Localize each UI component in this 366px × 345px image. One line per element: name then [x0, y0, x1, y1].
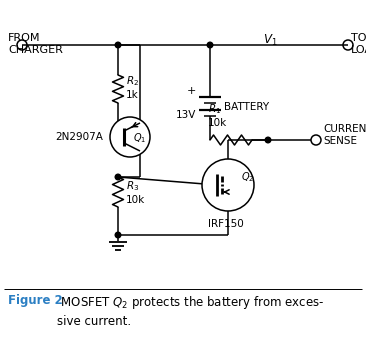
Text: FROM
CHARGER: FROM CHARGER [8, 33, 63, 56]
Text: 2N2907A: 2N2907A [55, 132, 103, 142]
Text: BATTERY: BATTERY [224, 101, 269, 111]
Text: 13V: 13V [176, 110, 196, 120]
Circle shape [110, 117, 150, 157]
Text: MOSFET $Q_2$ protects the battery from exces-
sive current.: MOSFET $Q_2$ protects the battery from e… [57, 294, 324, 328]
Circle shape [115, 232, 121, 238]
Circle shape [115, 42, 121, 48]
Text: $R_1$
10k: $R_1$ 10k [208, 102, 227, 128]
Circle shape [115, 174, 121, 180]
Text: +: + [187, 86, 196, 96]
Text: IRF150: IRF150 [208, 219, 244, 229]
Circle shape [265, 137, 271, 143]
Text: $V_1$: $V_1$ [263, 33, 277, 48]
Text: Figure 2: Figure 2 [8, 294, 63, 307]
Text: $Q_2$: $Q_2$ [241, 170, 254, 184]
Text: CURRENT
SENSE: CURRENT SENSE [323, 124, 366, 146]
Circle shape [207, 42, 213, 48]
Text: $Q_1$: $Q_1$ [133, 131, 146, 145]
Text: $R_2$
1k: $R_2$ 1k [126, 74, 139, 100]
Text: TO
LOAD: TO LOAD [351, 33, 366, 56]
Text: $R_3$
10k: $R_3$ 10k [126, 179, 145, 205]
Circle shape [202, 159, 254, 211]
